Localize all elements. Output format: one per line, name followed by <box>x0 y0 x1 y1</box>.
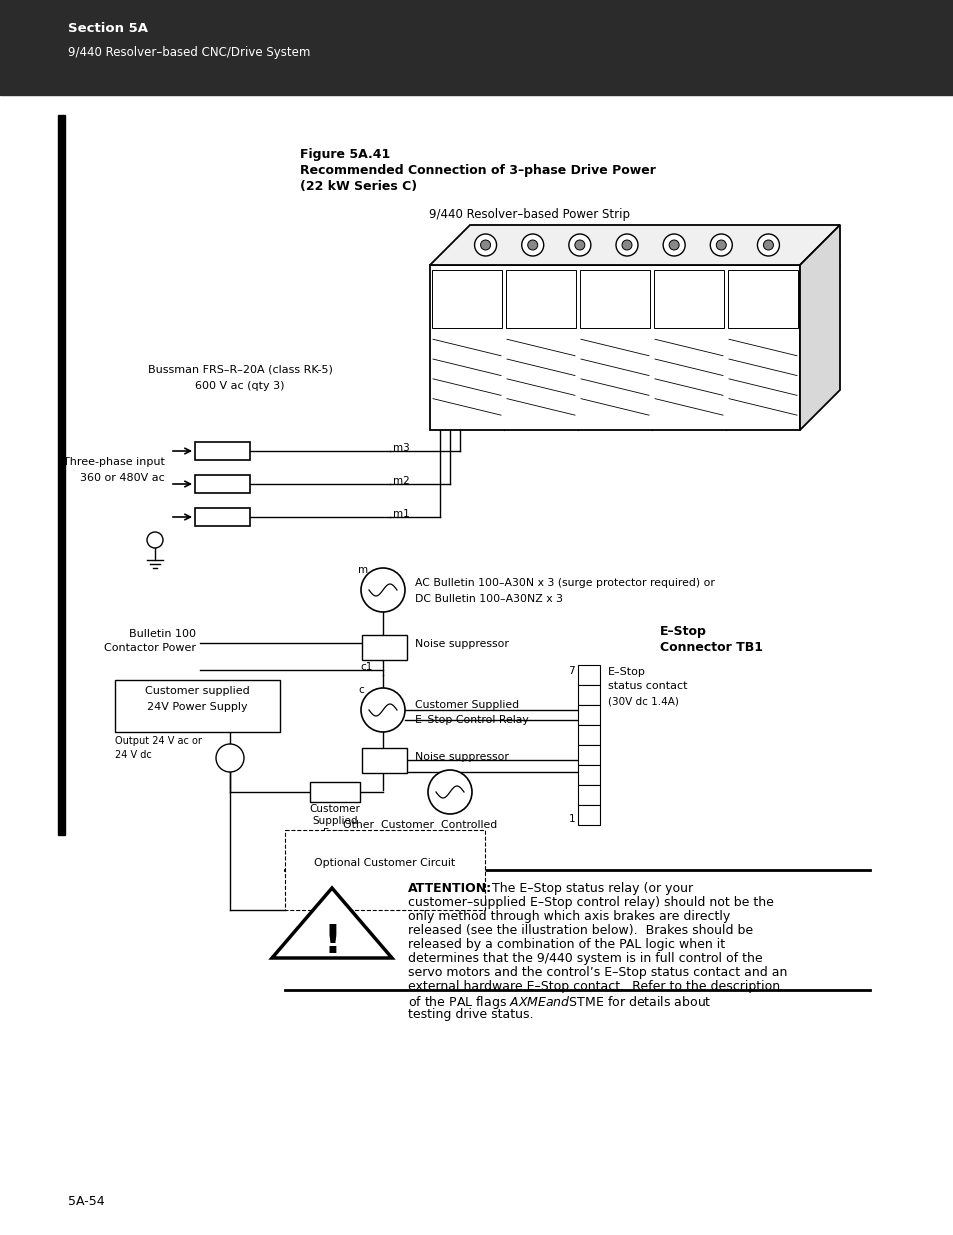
Circle shape <box>621 240 631 249</box>
Text: Bussman FRS–R–20A (class RK-5): Bussman FRS–R–20A (class RK-5) <box>148 366 332 375</box>
Text: Noise suppressor: Noise suppressor <box>415 752 508 762</box>
Bar <box>505 270 576 327</box>
Bar <box>727 270 797 327</box>
Text: testing drive status.: testing drive status. <box>408 1008 533 1021</box>
Text: (22 kW Series C): (22 kW Series C) <box>299 180 416 193</box>
Bar <box>285 830 484 910</box>
Polygon shape <box>430 225 840 266</box>
Text: Customer supplied: Customer supplied <box>145 685 250 697</box>
Circle shape <box>662 233 684 256</box>
Text: 600 V ac (qty 3): 600 V ac (qty 3) <box>195 382 284 391</box>
Circle shape <box>521 233 543 256</box>
Text: Output 24 V ac or: Output 24 V ac or <box>115 736 202 746</box>
Circle shape <box>757 233 779 256</box>
Circle shape <box>575 240 584 249</box>
Bar <box>0 0 953 95</box>
Circle shape <box>716 240 725 249</box>
Circle shape <box>480 240 490 249</box>
Circle shape <box>428 769 472 814</box>
Text: m2: m2 <box>393 475 410 487</box>
Bar <box>578 745 599 764</box>
Bar <box>58 115 65 835</box>
Text: E–Stop: E–Stop <box>659 625 706 638</box>
Bar <box>115 680 280 732</box>
Text: only method through which axis brakes are directly: only method through which axis brakes ar… <box>408 910 729 923</box>
Circle shape <box>762 240 773 249</box>
Text: 24V Power Supply: 24V Power Supply <box>147 701 248 713</box>
Circle shape <box>568 233 590 256</box>
Text: Other  Customer  Controlled: Other Customer Controlled <box>342 820 497 830</box>
Text: !: ! <box>323 923 340 961</box>
Text: Fuse: Fuse <box>323 827 347 839</box>
Circle shape <box>474 233 497 256</box>
Bar <box>194 475 250 493</box>
Text: servo motors and the control’s E–Stop status contact and an: servo motors and the control’s E–Stop st… <box>408 966 786 979</box>
Text: 9/440 Resolver–based Power Strip: 9/440 Resolver–based Power Strip <box>429 207 630 221</box>
Circle shape <box>527 240 537 249</box>
Text: c1: c1 <box>359 662 372 672</box>
Text: 360 or 480V ac: 360 or 480V ac <box>80 473 165 483</box>
Text: Supplied: Supplied <box>312 816 357 826</box>
Text: Contactor Power: Contactor Power <box>104 643 195 653</box>
Text: Bulletin 100: Bulletin 100 <box>129 629 195 638</box>
Bar <box>654 270 723 327</box>
Text: Figure 5A.41: Figure 5A.41 <box>299 148 390 161</box>
Bar <box>578 725 599 745</box>
Text: of the PAL flags $AXME and $STME for details about: of the PAL flags $AXME and $STME for det… <box>408 994 711 1011</box>
Text: 1: 1 <box>568 814 575 824</box>
Text: customer–supplied E–Stop control relay) should not be the: customer–supplied E–Stop control relay) … <box>408 897 773 909</box>
Circle shape <box>668 240 679 249</box>
Text: 9/440 Resolver–based CNC/Drive System: 9/440 Resolver–based CNC/Drive System <box>68 46 310 59</box>
Bar <box>361 748 407 773</box>
Text: DC Bulletin 100–A30NZ x 3: DC Bulletin 100–A30NZ x 3 <box>415 594 562 604</box>
Text: Section 5A: Section 5A <box>68 22 148 35</box>
Text: E–Stop Control Relay: E–Stop Control Relay <box>415 715 528 725</box>
Circle shape <box>360 568 405 613</box>
Text: 5A-54: 5A-54 <box>68 1195 105 1208</box>
Bar <box>310 782 359 802</box>
Text: determines that the 9/440 system is in full control of the: determines that the 9/440 system is in f… <box>408 952 761 965</box>
Bar <box>194 442 250 459</box>
Text: 24 V dc: 24 V dc <box>115 750 152 760</box>
Bar <box>578 705 599 725</box>
Bar <box>578 664 599 685</box>
Circle shape <box>360 688 405 732</box>
Bar <box>579 270 649 327</box>
Text: Connector TB1: Connector TB1 <box>659 641 762 655</box>
Text: Recommended Connection of 3–phase Drive Power: Recommended Connection of 3–phase Drive … <box>299 164 656 177</box>
Circle shape <box>616 233 638 256</box>
Bar <box>432 270 501 327</box>
Text: 7: 7 <box>568 666 575 676</box>
Bar <box>578 685 599 705</box>
Text: m1: m1 <box>393 509 410 519</box>
Polygon shape <box>272 888 392 958</box>
Text: (30V dc 1.4A): (30V dc 1.4A) <box>607 697 679 706</box>
Text: Three-phase input: Three-phase input <box>63 457 165 467</box>
Text: c: c <box>357 685 363 695</box>
Bar <box>194 508 250 526</box>
Bar <box>430 266 800 430</box>
Text: ATTENTION:: ATTENTION: <box>408 882 492 895</box>
Text: external hardware E–Stop contact.  Refer to the description: external hardware E–Stop contact. Refer … <box>408 981 780 993</box>
Text: released (see the illustration below).  Brakes should be: released (see the illustration below). B… <box>408 924 752 937</box>
Text: Customer: Customer <box>309 804 360 814</box>
Text: The E–Stop status relay (or your: The E–Stop status relay (or your <box>483 882 693 895</box>
Text: status contact: status contact <box>607 680 687 692</box>
Polygon shape <box>800 225 840 430</box>
Bar <box>361 635 407 659</box>
Text: m3: m3 <box>393 443 410 453</box>
Text: m: m <box>357 564 368 576</box>
Bar <box>578 805 599 825</box>
Text: Customer Supplied: Customer Supplied <box>415 700 518 710</box>
Text: released by a combination of the PAL logic when it: released by a combination of the PAL log… <box>408 939 724 951</box>
Bar <box>578 785 599 805</box>
Text: E–Stop Status Relays: E–Stop Status Relays <box>362 834 476 844</box>
Text: E–Stop: E–Stop <box>607 667 645 677</box>
Text: Noise suppressor: Noise suppressor <box>415 638 508 650</box>
Circle shape <box>710 233 732 256</box>
Bar <box>578 764 599 785</box>
Text: AC Bulletin 100–A30N x 3 (surge protector required) or: AC Bulletin 100–A30N x 3 (surge protecto… <box>415 578 714 588</box>
Circle shape <box>215 743 244 772</box>
Text: Optional Customer Circuit: Optional Customer Circuit <box>314 858 456 868</box>
